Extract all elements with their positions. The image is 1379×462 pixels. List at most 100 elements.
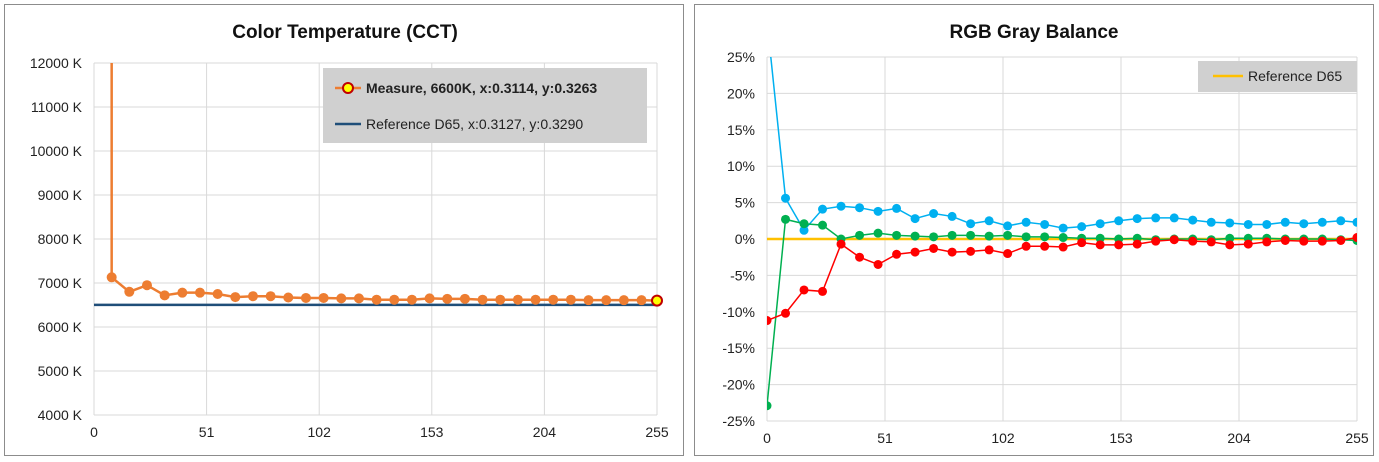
cct-measure-point [336, 293, 347, 304]
rgb-green-point [799, 219, 809, 229]
rgb-series-group [767, 57, 1357, 411]
cct-measure-point [212, 289, 223, 299]
rgb-red-point [781, 308, 791, 318]
rgb-blue-point [1225, 218, 1235, 228]
cct-measure-last-point [651, 294, 663, 307]
rgb-red-point [1095, 240, 1105, 250]
rgb-red-point [1077, 238, 1087, 248]
rgb-y-tick-label: 5% [735, 195, 755, 211]
rgb-red-point [1003, 249, 1013, 259]
rgb-blue-line [770, 57, 1357, 232]
rgb-red-point [1206, 237, 1216, 247]
rgb-red-point [947, 247, 957, 257]
rgb-green-point [984, 231, 994, 241]
cct-measure-point [442, 293, 453, 304]
cct-measure-point [283, 292, 294, 303]
rgb-y-axis-labels: -25% -20% -15% -10% -5% 0% 5% 10% 15% 20% 25% [722, 49, 755, 429]
rgb-green-point [929, 232, 939, 242]
rgb-y-tick-label: -5% [730, 267, 755, 283]
cct-series-group [94, 63, 663, 307]
rgb-blue-point [873, 206, 883, 216]
cct-measure-point [124, 286, 135, 297]
rgb-blue-point [1058, 223, 1068, 233]
rgb-y-tick-label: -15% [722, 340, 755, 356]
cct-x-tick-label: 0 [90, 424, 98, 440]
rgb-y-tick-label: 25% [727, 49, 755, 65]
cct-measure-point [194, 287, 205, 298]
rgb-y-tick-label: -25% [722, 413, 755, 429]
cct-legend-measure-label: Measure, 6600K, x:0.3114, y:0.3263 [366, 80, 597, 96]
cct-y-tick-label: 4000 K [38, 407, 83, 423]
cct-x-tick-label: 153 [420, 424, 444, 440]
rgb-red-point [1243, 239, 1253, 249]
rgb-blue-point [929, 209, 939, 219]
rgb-blue-point [1021, 217, 1031, 227]
cct-gridlines [93, 62, 658, 416]
cct-y-tick-label: 5000 K [38, 363, 83, 379]
rgb-gridlines [766, 56, 1358, 422]
rgb-blue-point [855, 203, 865, 213]
rgb-green-point [1225, 233, 1235, 243]
cct-measure-point [406, 294, 417, 305]
rgb-blue-point [1299, 219, 1309, 229]
cct-y-tick-label: 11000 K [31, 99, 83, 115]
rgb-green-point [855, 230, 865, 240]
rgb-red-point [1225, 240, 1235, 250]
rgb-y-tick-label: -10% [722, 304, 755, 320]
rgb-x-axis-labels: 0 51 102 153 204 255 [763, 430, 1369, 446]
cct-y-tick-label: 8000 K [38, 231, 83, 247]
cct-y-tick-label: 12000 K [30, 55, 83, 71]
rgb-red-point [1132, 239, 1142, 249]
rgb-blue-point [1003, 221, 1013, 231]
rgb-green-point [966, 230, 976, 240]
cct-y-axis-labels: 4000 K 5000 K 6000 K 7000 K 8000 K 9000 K 1000… [30, 55, 83, 423]
rgb-blue-point [818, 204, 828, 214]
cct-measure-point [548, 294, 559, 305]
rgb-red-point [873, 259, 883, 269]
rgb-x-tick-label: 255 [1345, 430, 1369, 446]
rgb-x-tick-label: 0 [763, 430, 771, 446]
rgb-chart-panel: RGB Gray Balance -25% -20% -15% -10% -5% 0% 5%… [694, 4, 1374, 456]
rgb-blue-point [1132, 214, 1142, 224]
rgb-legend-reference-label: Reference D65 [1248, 68, 1342, 84]
rgb-blue-point [1352, 217, 1357, 227]
cct-measure-point [318, 292, 329, 303]
rgb-red-point [1151, 236, 1161, 246]
cct-measure-point [159, 290, 170, 301]
rgb-red-point [855, 252, 865, 262]
rgb-blue-point [1169, 213, 1179, 223]
rgb-red-point [892, 249, 902, 259]
rgb-green-point [781, 214, 791, 224]
cct-y-tick-label: 10000 K [30, 143, 83, 159]
cct-measure-point [601, 295, 612, 306]
rgb-red-point [1021, 241, 1031, 251]
cct-legend-box [323, 68, 647, 143]
cct-legend-measure-marker [342, 82, 354, 94]
rgb-blue-point [1206, 217, 1216, 227]
cct-measure-point [636, 295, 647, 306]
rgb-red-point [910, 247, 920, 257]
rgb-x-tick-label: 153 [1109, 430, 1133, 446]
rgb-x-tick-label: 51 [877, 430, 893, 446]
cct-measure-point [565, 294, 576, 305]
cct-measure-point [424, 293, 435, 304]
cct-x-tick-label: 255 [645, 424, 669, 440]
cct-measure-point [177, 287, 188, 298]
rgb-y-tick-label: 15% [727, 122, 755, 138]
rgb-x-tick-label: 102 [991, 430, 1015, 446]
rgb-red-point [1040, 241, 1050, 251]
cct-measure-point [512, 294, 523, 305]
cct-chart-title: Color Temperature (CCT) [232, 22, 458, 43]
cct-y-tick-label: 7000 K [38, 275, 83, 291]
cct-measure-point [230, 292, 241, 303]
rgb-red-point [1058, 242, 1068, 252]
cct-legend: Measure, 6600K, x:0.3114, y:0.3263 Refer… [323, 68, 647, 143]
cct-y-tick-label: 6000 K [38, 319, 83, 335]
rgb-red-point [836, 239, 846, 249]
cct-measure-point [141, 280, 152, 291]
rgb-red-point [1336, 235, 1346, 245]
rgb-blue-point [1040, 219, 1050, 229]
rgb-red-point [1169, 235, 1179, 245]
cct-x-tick-label: 204 [533, 424, 557, 440]
rgb-blue-point [1317, 217, 1327, 227]
